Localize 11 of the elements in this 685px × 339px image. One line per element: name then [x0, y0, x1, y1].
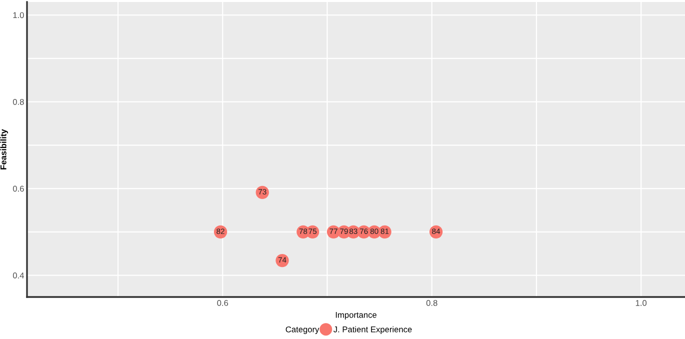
legend-label: J. Patient Experience	[333, 326, 412, 334]
y-tick-label: 1.0	[13, 12, 24, 18]
x-tick-label: 0.6	[217, 300, 228, 306]
legend-title: Category	[286, 326, 320, 334]
y-tick-label: 0.8	[12, 98, 24, 105]
y-tick-label: 0.4	[12, 272, 24, 278]
x-axis-title: Importance	[336, 312, 376, 320]
y-axis-title: Feasibility	[0, 129, 8, 170]
x-tick-label: 1.0	[636, 300, 647, 306]
y-tick-label: 0.6	[12, 186, 24, 192]
x-tick-label: 0.8	[426, 300, 438, 306]
